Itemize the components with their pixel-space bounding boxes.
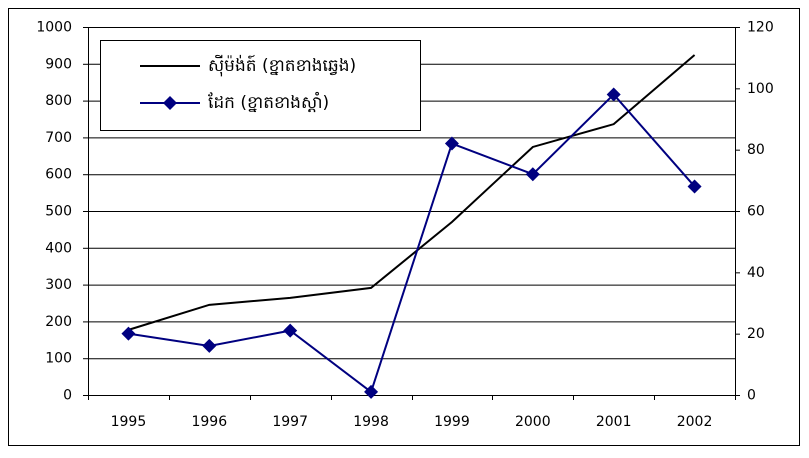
legend-box — [100, 40, 421, 131]
y2-tick-label: 80 — [747, 142, 765, 158]
point-marker — [687, 179, 702, 194]
legend: ស៊ីម៉ង់ត៍ (ខ្នាតខាងឆ្វេង) ដែក (ខ្នាតខាងស្… — [100, 40, 421, 131]
y-tick-label: 1000 — [36, 20, 72, 36]
x-tick-label: 2000 — [515, 414, 551, 430]
y-tick-label: 200 — [45, 314, 72, 330]
legend-label: ស៊ីម៉ង់ត៍ (ខ្នាតខាងឆ្វេង) — [208, 54, 356, 77]
series-line — [128, 54, 696, 331]
legend-label: ដែក (ខ្នាតខាងស្តាំ) — [208, 91, 329, 113]
legend-marker — [163, 96, 177, 110]
point-marker — [121, 326, 136, 341]
x-tick-label: 2002 — [677, 414, 713, 430]
x-tick-label: 1996 — [191, 414, 227, 430]
y2-tick-label: 120 — [747, 20, 774, 36]
point-marker — [606, 87, 621, 102]
y2-tick-label: 20 — [747, 326, 765, 342]
x-tick-label: 1997 — [272, 414, 308, 430]
y-tick-label: 0 — [63, 388, 72, 404]
x-tick-label: 1999 — [434, 414, 470, 430]
point-marker — [444, 136, 459, 151]
y2-tick-label: 60 — [747, 204, 765, 220]
y2-tick-label: 0 — [747, 388, 756, 404]
y-tick-label: 400 — [45, 240, 72, 256]
point-marker — [364, 384, 379, 399]
y-tick-label: 900 — [45, 56, 72, 72]
x-tick-label: 1998 — [353, 414, 389, 430]
x-tick-label: 2001 — [596, 414, 632, 430]
y-tick-label: 500 — [45, 204, 72, 220]
y-tick-label: 800 — [45, 93, 72, 109]
point-marker — [525, 167, 540, 182]
y-tick-label: 300 — [45, 277, 72, 293]
x-tick-label: 1995 — [111, 414, 147, 430]
y2-tick-label: 100 — [747, 81, 774, 97]
y-tick-label: 600 — [45, 167, 72, 183]
y-tick-label: 100 — [45, 351, 72, 367]
point-marker — [202, 338, 217, 353]
series-line — [128, 93, 696, 394]
y2-tick-label: 40 — [747, 265, 765, 281]
y-tick-label: 700 — [45, 130, 72, 146]
point-marker — [283, 323, 298, 338]
